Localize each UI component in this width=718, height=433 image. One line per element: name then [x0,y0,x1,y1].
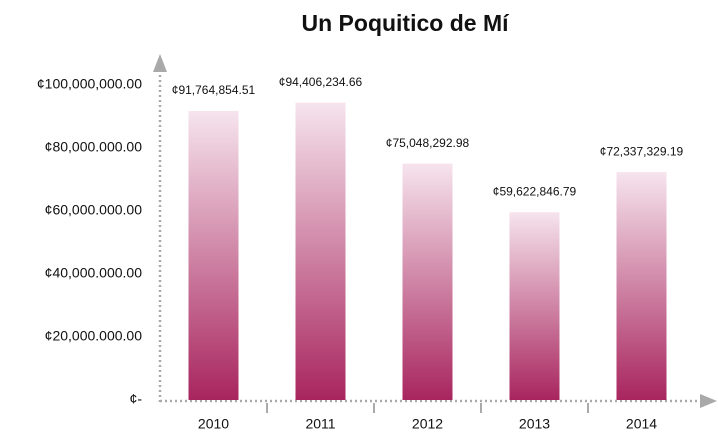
y-axis-arrow [153,54,167,72]
bar [188,110,239,401]
bar [402,163,453,400]
y-tick-label: ¢80,000.000.00 [45,139,143,155]
y-tick-label: ¢60,000.000.00 [45,202,143,218]
data-label: ¢91,764,854.51 [172,83,256,97]
x-tick-label: 2013 [519,416,550,432]
bar [295,102,346,400]
bar [616,172,667,400]
data-label: ¢75,048,292.98 [386,136,470,150]
y-tick-label: ¢- [130,391,143,407]
data-label: ¢94,406,234.66 [279,75,363,89]
y-tick-label: ¢20,000.000.00 [45,328,143,344]
x-tick-label: 2010 [198,416,229,432]
y-tick-label: ¢40,000.000.00 [45,265,143,281]
data-label: ¢59,622,846.79 [493,184,577,198]
chart-title: Un Poquitico de Mí [302,10,511,36]
x-tick-label: 2011 [305,416,335,432]
x-axis-arrow [700,394,717,408]
y-tick-label: ¢100,000,000.00 [37,76,142,92]
bar [509,212,560,400]
x-tick-label: 2014 [626,416,657,432]
x-tick-label: 2012 [412,416,443,432]
data-label: ¢72,337,329.19 [600,144,684,158]
